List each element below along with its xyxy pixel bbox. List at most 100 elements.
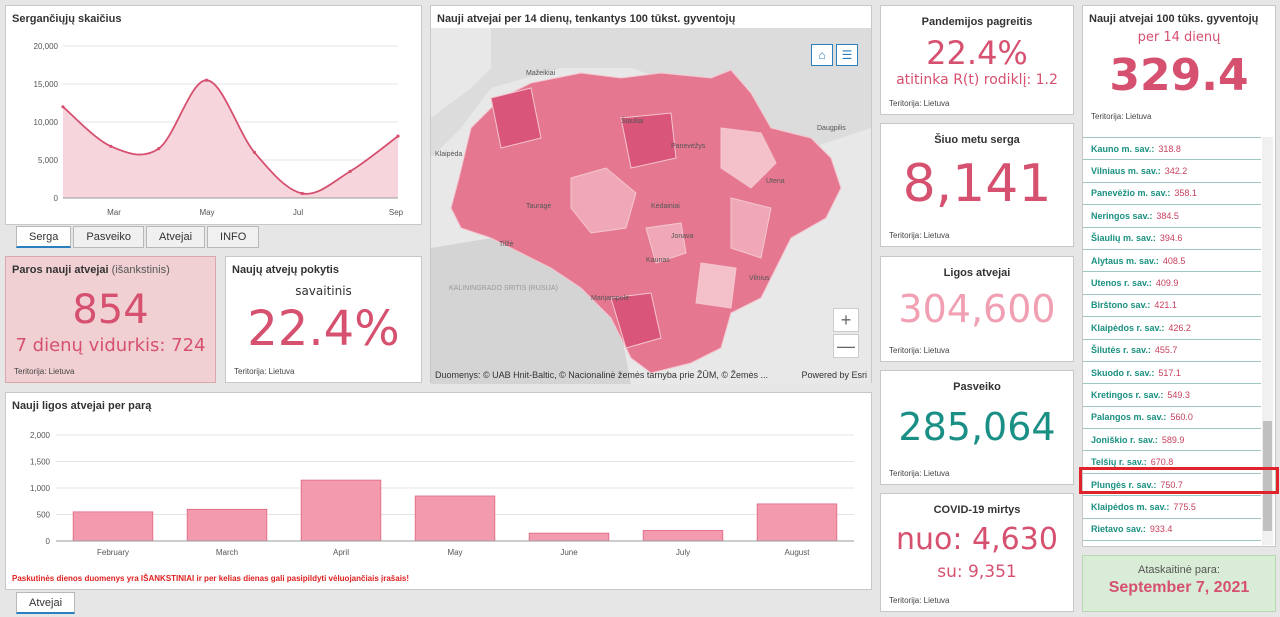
preliminary-warning: Paskutinės dienos duomenys yra IŠANKSTIN… (12, 574, 410, 583)
panel-title: Naujų atvejų pokytis (232, 264, 339, 276)
map-panel: Nauji atvejai per 14 dienų, tenkantys 10… (430, 5, 872, 384)
y-tick-label: 15,000 (34, 80, 59, 89)
list-item[interactable]: Plungės r. sav.: 750.7 (1083, 474, 1261, 497)
territory-label: Teritorija: Lietuva (889, 346, 950, 355)
municipality-name: Utenos r. sav.: (1091, 278, 1152, 289)
growth-panel: Pandemijos pagreitis 22.4% atitinka R(t)… (880, 5, 1074, 115)
region-light-3 (730, 197, 772, 259)
change-value: 22.4% (247, 301, 400, 357)
municipality-list[interactable]: Kauno m. sav.: 318.8 Vilniaus m. sav.: 342.… (1083, 137, 1261, 543)
tab-serga[interactable]: Serga (16, 226, 72, 248)
list-icon[interactable]: ☰ (836, 44, 858, 66)
municipality-name: Klaipėdos r. sav.: (1091, 322, 1165, 333)
map-label: Šiauliai (621, 116, 644, 125)
municipality-name: Telšių r. sav.: (1091, 457, 1147, 468)
tab-atvejai[interactable]: Atvejai (146, 226, 206, 248)
list-item[interactable]: Vilniaus m. sav.: 342.2 (1083, 160, 1261, 183)
x-tick-label: Mar (107, 208, 121, 217)
list-item[interactable]: Šilutės r. sav.: 455.7 (1083, 340, 1261, 362)
x-tick-label: April (333, 548, 349, 557)
data-point (109, 144, 113, 148)
list-item[interactable]: Kauno m. sav.: 318.8 (1083, 138, 1261, 161)
panel-title: Nauji atvejai 100 tūks. gyventojų (1089, 13, 1259, 25)
region-light-4 (695, 262, 737, 309)
municipality-name: Plungės r. sav.: (1091, 479, 1157, 490)
list-item[interactable]: Birštono sav.: 421.1 (1083, 295, 1261, 318)
daily-new-panel: Paros nauji atvejai (išankstinis) 854 7 … (5, 256, 216, 383)
municipality-value: 775.5 (1173, 501, 1196, 512)
y-tick-label: 1,500 (30, 458, 51, 467)
map-label: Kėdainiai (651, 203, 680, 210)
weekly-change-panel: Naujų atvejų pokytis savaitinis 22.4% Te… (225, 256, 422, 383)
y-tick-label: 5,000 (38, 156, 59, 165)
territory-label: Teritorija: Lietuva (889, 469, 950, 478)
list-item[interactable]: Šiaulių m. sav.: 394.6 (1083, 228, 1261, 250)
list-item[interactable]: Skuodo r. sav.: 517.1 (1083, 362, 1261, 385)
municipality-name: Alytaus m. sav.: (1091, 255, 1159, 266)
bar (300, 479, 382, 542)
data-point (61, 105, 65, 109)
tab-atvejai[interactable]: Atvejai (16, 592, 76, 614)
per100k-value: 329.4 (1109, 50, 1249, 101)
map-label-kaliningrad: KALININGRADO SRITIS (RUSIJA) (449, 285, 558, 292)
x-tick-label: June (560, 548, 578, 557)
data-point (157, 147, 161, 151)
list-item[interactable]: Telšių r. sav.: 670.8 (1083, 451, 1261, 474)
municipality-name: Rietavo sav.: (1091, 524, 1146, 535)
cases-panel: Ligos atvejai 304,600 Teritorija: Lietuv… (880, 256, 1074, 362)
cases-value: 304,600 (898, 287, 1056, 331)
list-item[interactable]: Klaipėdos m. sav.: 775.5 (1083, 496, 1261, 519)
active-chart-tabs: Serga Pasveiko Atvejai INFO (16, 226, 260, 248)
region-light-2 (720, 127, 777, 189)
territory-label: Teritorija: Lietuva (234, 367, 295, 376)
data-point (252, 150, 257, 154)
municipality-name: Kretingos r. sav.: (1091, 389, 1164, 400)
municipality-name: Joniškio r. sav.: (1091, 434, 1158, 445)
municipality-value: 549.3 (1167, 389, 1190, 400)
list-item[interactable]: Rietavo sav.: 933.4 (1083, 519, 1261, 542)
zoom-in-button[interactable]: + (833, 308, 859, 332)
municipality-name: Klaipėdos m. sav.: (1091, 501, 1170, 512)
report-label: Ataskaitinė para: (1138, 564, 1220, 576)
list-item[interactable]: Kretingos r. sav.: 549.3 (1083, 384, 1261, 407)
tab-info[interactable]: INFO (207, 226, 260, 248)
panel-title: Paros nauji atvejai (išankstinis) (12, 264, 170, 276)
map-label: Marijampolė (591, 295, 629, 302)
y-tick-label: 0 (54, 194, 59, 203)
municipality-value: 426.2 (1168, 322, 1191, 333)
daily-cases-panel: Nauji ligos atvejai per parą 2,000 1,500 1… (5, 392, 872, 590)
region-light-1 (570, 167, 637, 234)
data-point (348, 169, 352, 173)
municipality-value: 358.1 (1174, 188, 1197, 199)
list-item[interactable]: Joniškio r. sav.: 589.9 (1083, 429, 1261, 452)
map-label: Panevėžys (671, 143, 706, 150)
map-label: Klaipėda (435, 151, 462, 158)
municipality-value: 670.8 (1150, 457, 1174, 468)
rt-value: atitinka R(t) rodiklį: 1.2 (896, 72, 1058, 88)
home-icon[interactable]: ⌂ (811, 44, 833, 66)
tab-pasveiko[interactable]: Pasveiko (73, 226, 144, 248)
region-dark-2 (620, 112, 677, 169)
map-label: Jonava (671, 233, 694, 240)
municipality-name: Kauno m. sav.: (1091, 143, 1155, 154)
deaths-value: nuo: 4,630 (896, 522, 1058, 557)
map-labels: Mažeikiai Šiauliai Panevėžys Daugpilis K… (435, 70, 846, 302)
list-scrollbar-thumb[interactable] (1263, 421, 1272, 531)
list-item[interactable]: Panevėžio m. sav.: 358.1 (1083, 183, 1261, 206)
lithuania-map[interactable]: Mažeikiai Šiauliai Panevėžys Daugpilis K… (431, 28, 871, 384)
list-item[interactable]: Klaipėdos r. sav.: 426.2 (1083, 317, 1261, 340)
map-label: Utena (766, 178, 785, 185)
list-item[interactable]: Alytaus m. sav.: 408.5 (1083, 250, 1261, 273)
x-tick-label: July (676, 548, 690, 557)
list-item[interactable]: Neringos sav.: 384.5 (1083, 205, 1261, 228)
map-label: Vilnius (749, 275, 770, 282)
change-subtitle: savaitinis (295, 284, 352, 298)
esri-credit[interactable]: Powered by Esri (801, 370, 867, 380)
zoom-out-button[interactable]: — (833, 334, 859, 358)
list-item[interactable]: Utenos r. sav.: 409.9 (1083, 272, 1261, 295)
list-item[interactable]: Palangos m. sav.: 560.0 (1083, 407, 1261, 430)
list-scrollbar[interactable] (1262, 137, 1273, 545)
municipality-value: 933.4 (1149, 524, 1173, 535)
territory-label: Teritorija: Lietuva (14, 367, 75, 376)
daily-new-value: 854 (72, 287, 149, 333)
